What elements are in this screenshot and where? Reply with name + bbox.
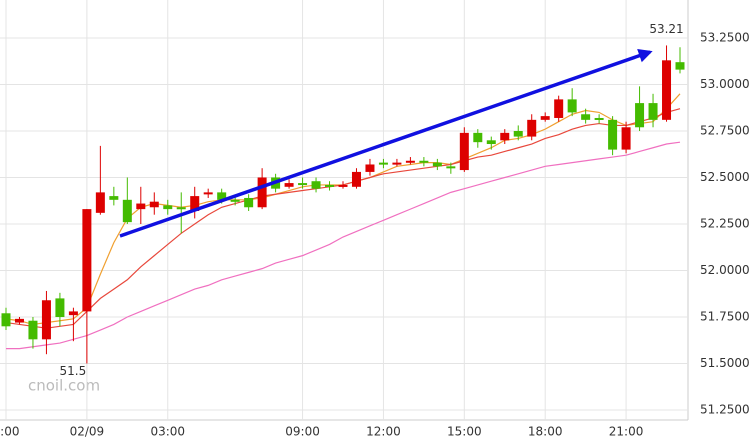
candle-body: [122, 199, 132, 223]
candle-body: [581, 114, 591, 120]
x-tick-label: 12:00: [366, 425, 401, 438]
candle-body: [203, 192, 213, 195]
x-tick-label: 03:00: [150, 425, 185, 438]
candle-body: [325, 184, 335, 187]
candle-body: [432, 162, 442, 167]
y-tick-label: 52.7500: [700, 124, 750, 138]
candle-body: [230, 199, 240, 202]
high-label: 53.21: [649, 22, 683, 36]
candle-body: [14, 318, 24, 323]
candle-body: [217, 192, 227, 200]
candle-body: [55, 298, 65, 317]
x-tick-label: 15:00: [447, 425, 482, 438]
candle-body: [486, 140, 496, 145]
candle-body: [1, 313, 11, 327]
candle-body: [405, 160, 415, 163]
y-tick-label: 51.2500: [700, 403, 750, 417]
candle-body: [28, 320, 38, 340]
candle-body: [163, 205, 173, 210]
candle-body: [392, 162, 402, 165]
y-tick-label: 52.0000: [700, 263, 750, 277]
candle-body: [473, 132, 483, 143]
candle-body: [554, 99, 564, 118]
candle-body: [149, 201, 159, 208]
x-tick-label: 02/09: [70, 425, 105, 438]
candle-body: [675, 62, 685, 70]
candle-body: [176, 207, 186, 210]
candle-body: [109, 196, 119, 200]
moving-average-line: [5, 108, 681, 329]
candle-body: [284, 183, 294, 187]
low-label: 51.5: [60, 364, 87, 378]
candle-body: [594, 117, 604, 120]
candle-body: [648, 103, 658, 120]
candle-body: [338, 184, 348, 187]
candle-body: [190, 196, 200, 211]
trend-arrow: [119, 49, 653, 238]
candle-body: [540, 116, 550, 120]
candle-body: [41, 300, 51, 340]
candle-body: [621, 127, 631, 150]
moving-average-line: [6, 141, 681, 350]
candle-body: [136, 203, 146, 210]
x-tick-label: 1:00: [0, 425, 19, 438]
candle-body: [244, 197, 254, 208]
candle-body: [513, 131, 523, 137]
y-tick-label: 51.7500: [700, 310, 750, 324]
candle-body: [68, 311, 78, 316]
candle-body: [365, 164, 375, 172]
y-tick-label: 51.5000: [700, 356, 750, 370]
y-tick-label: 52.5000: [700, 170, 750, 184]
candle-body: [459, 132, 469, 171]
candle-body: [419, 160, 429, 163]
x-tick-label: 18:00: [528, 425, 563, 438]
candle-body: [567, 99, 577, 113]
candle-body: [95, 192, 105, 213]
y-tick-label: 53.2500: [700, 31, 750, 45]
candle-body: [635, 103, 645, 128]
y-tick-label: 53.0000: [700, 77, 750, 91]
candle-body: [527, 119, 537, 137]
candle-body: [82, 209, 92, 312]
candle-body: [257, 177, 267, 208]
y-tick-label: 52.2500: [700, 217, 750, 231]
candle-body: [500, 132, 510, 141]
candle-body: [446, 166, 456, 169]
x-tick-label: 21:00: [609, 425, 644, 438]
candle-body: [378, 162, 388, 165]
candle-body: [662, 60, 672, 120]
candle-body: [351, 171, 361, 187]
candle-body: [298, 183, 308, 186]
candle-body: [608, 119, 618, 150]
watermark: cnoil.com: [28, 377, 100, 395]
moving-average-line: [5, 93, 681, 326]
x-tick-label: 09:00: [285, 425, 320, 438]
candle-body: [311, 181, 321, 189]
